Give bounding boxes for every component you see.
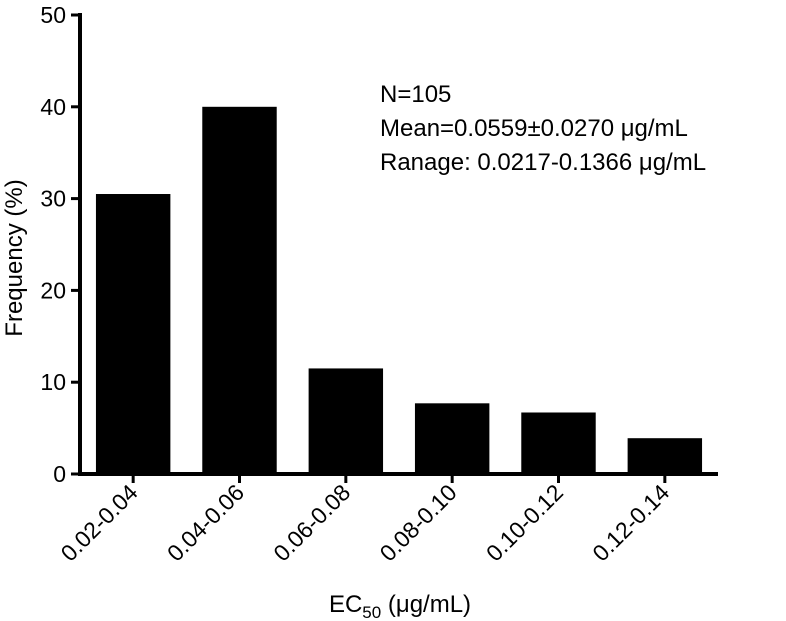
bars-group: [95, 106, 703, 475]
x-axis-label: EC50 (μg/mL): [329, 591, 471, 621]
x-category-label: 0.02-0.04: [56, 479, 143, 566]
x-category-label: 0.12-0.14: [587, 479, 674, 566]
x-axis-label-unit: (μg/mL): [381, 591, 471, 618]
y-axis-label: Frequency (%): [1, 179, 28, 336]
y-ticks-group: 0 10 20 30 40 50: [40, 2, 80, 487]
axes-group: [78, 13, 718, 476]
annotation-mean: Mean=0.0559±0.0270 μg/mL: [380, 115, 688, 142]
x-axis-label-subscript: 50: [362, 603, 381, 621]
annotation-range: Ranage: 0.0217-0.1366 μg/mL: [380, 149, 706, 176]
y-tick-label: 50: [40, 2, 66, 28]
bar: [202, 106, 277, 475]
bar: [414, 403, 490, 474]
bar: [627, 438, 703, 474]
x-category-labels-group: 0.02-0.04 0.04-0.06 0.06-0.08 0.08-0.10 0.10…: [56, 474, 675, 566]
bar: [308, 368, 384, 474]
y-tick-label: 20: [40, 277, 66, 303]
annotation-n: N=105: [380, 81, 451, 108]
bar: [95, 194, 171, 474]
x-category-label: 0.06-0.08: [268, 479, 355, 566]
bar: [521, 412, 596, 474]
x-category-label: 0.08-0.10: [375, 479, 462, 566]
x-category-label: 0.10-0.12: [481, 479, 568, 566]
x-category-label: 0.04-0.06: [162, 479, 249, 566]
y-tick-label: 30: [40, 186, 66, 212]
y-tick-label: 10: [40, 369, 66, 395]
x-axis-label-main: EC: [329, 591, 362, 618]
y-tick-label: 40: [40, 94, 66, 120]
y-tick-label: 0: [53, 461, 66, 487]
